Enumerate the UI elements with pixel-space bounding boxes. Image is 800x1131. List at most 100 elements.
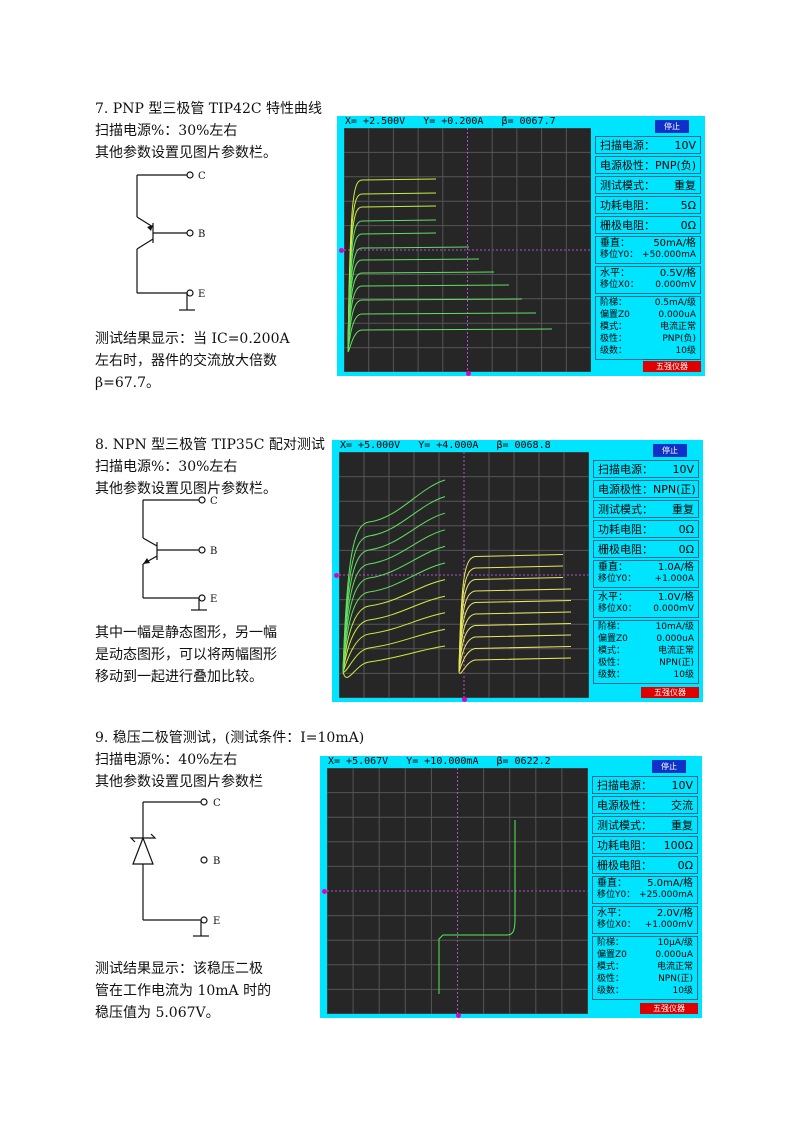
pin-b-label: B: [198, 229, 205, 240]
stop-button[interactable]: 停止: [652, 760, 686, 773]
param-box-step: 阶梯： 10μA/级 偏置Z0 0.000uA 模式： 电流正常 极性： NPN(正) 级数： 1…: [592, 936, 698, 1000]
param-box-vert: 垂直： 5.0mA/格 移位Y0： +25.000mA: [592, 876, 698, 904]
param-row-horiz[interactable]: 水平： 2.0V/格: [593, 907, 697, 920]
param-row-shift-y[interactable]: 移位Y0： +1.000A: [594, 574, 698, 585]
axis-marker: [462, 697, 467, 702]
param-box-step: 阶梯： 0.5mA/级 偏置Z0 0.000uA 模式： 电流正常 极性： PNP(负) 级数：…: [595, 296, 701, 360]
section-9-result-2: 管在工作电流为 10mA 时的: [95, 983, 272, 999]
param-label: 级数：: [597, 986, 625, 996]
tracer-screen-tip42c: X= +2.500V Y= +0.200A β= 0067.7 停止 扫描电源： 10V 电…: [337, 116, 705, 376]
param-value: 0.000mV: [653, 604, 694, 614]
param-row-horiz[interactable]: 水平： 1.0V/格: [594, 591, 698, 604]
param-label: 极性：: [600, 334, 628, 344]
param-row-shift-y[interactable]: 移位Y0： +25.000mA: [593, 890, 697, 901]
param-value: PNP(负): [662, 334, 696, 344]
param-row-shift-x[interactable]: 移位X0： 0.000mV: [596, 280, 700, 291]
param-row-shift-x[interactable]: 移位X0： +1.000mV: [593, 920, 697, 931]
param-row-vert[interactable]: 垂直： 5.0mA/格: [593, 877, 697, 890]
param-value: 交流: [671, 799, 693, 812]
trace-curve: [347, 328, 553, 353]
param-label: 扫描电源：: [600, 139, 655, 152]
pin-e-label: E: [213, 916, 220, 927]
tracer-screen-tip35c: X= +5.000V Y= +4.000A β= 0068.8 停止 扫描电源： 10V 电…: [332, 440, 703, 702]
param-row-step[interactable]: 阶梯： 10mA/级: [594, 621, 698, 633]
section-7-result-1: 测试结果显示：当 IC=0.200A: [95, 331, 290, 347]
param-row-r-power[interactable]: 功耗电阻： 5Ω: [596, 197, 700, 214]
pin-e-label: E: [198, 289, 205, 300]
param-row-polarity[interactable]: 电源极性： PNP(负): [596, 157, 700, 174]
param-value: 10μA/级: [657, 938, 693, 948]
param-value: 10V: [672, 463, 694, 476]
param-row-vert[interactable]: 垂直： 1.0A/格: [594, 561, 698, 574]
param-row-source[interactable]: 扫描电源： 10V: [596, 137, 700, 154]
param-row-pol2[interactable]: 极性： NPN(正): [594, 657, 698, 669]
param-row-mode[interactable]: 测试模式： 重复: [594, 501, 698, 518]
param-label: 扫描电源：: [598, 463, 653, 476]
param-row-polarity[interactable]: 电源极性： 交流: [593, 797, 697, 814]
param-label: 移位X0：: [598, 604, 637, 614]
param-row-source[interactable]: 扫描电源： 10V: [593, 777, 697, 794]
param-value: NPN(正): [659, 658, 694, 668]
parameter-panel: 停止扫描电源： 10V 电源极性： PNP(负) 测试模式： 重复 功耗电阻： 5Ω 栅极电阻：…: [595, 120, 701, 372]
param-value: 重复: [671, 819, 693, 832]
pnp-transistor-symbol: C B E: [136, 171, 206, 311]
readout-y: Y= +10.000mA: [406, 756, 479, 767]
section-7-sweep-line: 扫描电源%：30%左右: [95, 123, 238, 139]
param-row-r-gate[interactable]: 栅极电阻： 0Ω: [593, 857, 697, 874]
param-row-pol2[interactable]: 极性： NPN(正): [593, 973, 697, 985]
trace-curve: [347, 284, 510, 353]
zener-diode-symbol: C B E: [129, 798, 221, 937]
param-label: 移位Y0：: [600, 250, 639, 260]
param-row-mode2[interactable]: 模式： 电流正常: [596, 321, 700, 333]
param-label: 极性：: [597, 974, 625, 984]
param-row-offset[interactable]: 偏置Z0 0.000uA: [594, 633, 698, 645]
param-value: +50.000mA: [642, 250, 696, 260]
stop-button[interactable]: 停止: [655, 120, 689, 133]
param-label: 模式：: [598, 646, 626, 656]
param-row-shift-y[interactable]: 移位Y0： +50.000mA: [596, 250, 700, 261]
oscilloscope-display: [343, 127, 592, 373]
param-row-r-gate[interactable]: 栅极电阻： 0Ω: [594, 541, 698, 558]
section-7-heading: 7. PNP 型三极管 TIP42C 特性曲线: [95, 101, 323, 117]
param-value: 0Ω: [678, 543, 694, 556]
param-value: 0Ω: [678, 523, 694, 536]
param-row-horiz[interactable]: 水平： 0.5V/格: [596, 267, 700, 280]
param-row-stages[interactable]: 级数： 10级: [594, 669, 698, 681]
readout-beta: β= 0067.7: [501, 116, 556, 127]
param-row-step[interactable]: 阶梯： 10μA/级: [593, 937, 697, 949]
param-row-mode[interactable]: 测试模式： 重复: [596, 177, 700, 194]
param-value: 0Ω: [680, 219, 696, 232]
param-label: 偏置Z0: [598, 634, 628, 644]
param-label: 极性：: [598, 658, 626, 668]
param-row-mode2[interactable]: 模式： 电流正常: [593, 961, 697, 973]
param-value: NPN(正): [658, 974, 693, 984]
stop-button[interactable]: 停止: [653, 444, 687, 457]
param-row-offset[interactable]: 偏置Z0 0.000uA: [593, 949, 697, 961]
param-row-polarity[interactable]: 电源极性： NPN(正): [594, 481, 698, 498]
readout-bar: X= +5.067V Y= +10.000mA β= 0622.2: [328, 756, 569, 768]
param-row-source[interactable]: 扫描电源： 10V: [594, 461, 698, 478]
param-row-r-power[interactable]: 功耗电阻： 0Ω: [594, 521, 698, 538]
param-row-offset[interactable]: 偏置Z0 0.000uA: [596, 309, 700, 321]
param-row-mode2[interactable]: 模式： 电流正常: [594, 645, 698, 657]
param-row-step[interactable]: 阶梯： 0.5mA/级: [596, 297, 700, 309]
param-row-shift-x[interactable]: 移位X0： 0.000mV: [594, 604, 698, 615]
pin-c-label: C: [213, 798, 221, 809]
param-value: 重复: [674, 179, 696, 192]
param-row-vert[interactable]: 垂直： 50mA/格: [596, 237, 700, 250]
param-box-polarity: 电源极性： PNP(负): [595, 156, 701, 174]
param-label: 模式：: [600, 322, 628, 332]
param-row-mode[interactable]: 测试模式： 重复: [593, 817, 697, 834]
param-row-stages[interactable]: 级数： 10级: [596, 345, 700, 357]
param-row-stages[interactable]: 级数： 10级: [593, 985, 697, 997]
param-label: 电源极性：: [597, 799, 652, 812]
trace-curve: [342, 545, 446, 673]
trace-curve: [458, 634, 572, 673]
param-box-r-power: 功耗电阻： 5Ω: [595, 196, 701, 214]
param-row-pol2[interactable]: 极性： PNP(负): [596, 333, 700, 345]
param-label: 偏置Z0: [600, 310, 630, 320]
param-row-r-gate[interactable]: 栅极电阻： 0Ω: [596, 217, 700, 234]
section-9-result-3: 稳压值为 5.067V。: [95, 1005, 220, 1021]
param-row-r-power[interactable]: 功耗电阻： 100Ω: [593, 837, 697, 854]
zener-trace: [438, 820, 516, 994]
